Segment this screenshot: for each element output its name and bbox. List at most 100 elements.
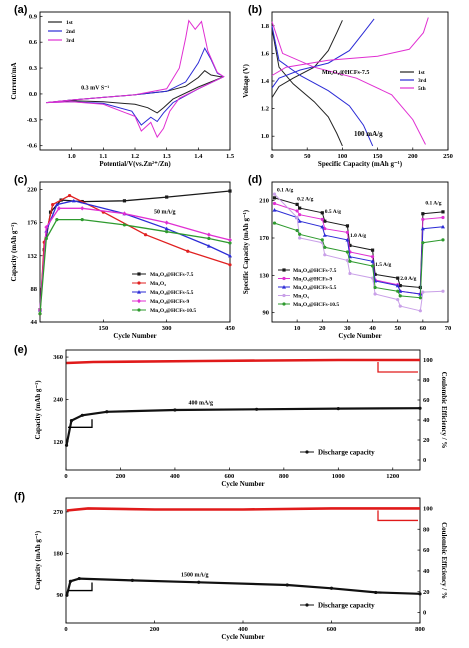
data-point-d (345, 230, 350, 234)
legend-label-b: 1st (418, 70, 425, 76)
data-point-d (272, 208, 277, 212)
data-point-c (206, 243, 211, 248)
data-point-d (396, 289, 400, 293)
x-tick-label-b: 50 (304, 153, 311, 160)
data-point-d (323, 227, 327, 231)
y-axis-label-e: Capacity (mAh g⁻¹) (34, 380, 42, 440)
data-point-c (228, 189, 232, 193)
data-point-f (374, 590, 378, 595)
y2-axis-label-e: Coulombic Efficiency / % (440, 372, 448, 449)
legend-label-b: 5th (418, 86, 426, 92)
scan-rate-label: 0.3 mV S⁻¹ (81, 86, 109, 92)
x-tick-label-d: 10 (294, 325, 301, 332)
legend-label-f: Discharge capacity (318, 602, 375, 610)
data-point-d (373, 292, 377, 296)
sample-label-b: Mn₂O₄@HCFs-7.5 (322, 70, 369, 76)
x-tick-label-b: 200 (408, 153, 418, 160)
ce-axis-pointer-e (377, 362, 418, 373)
data-point-d (298, 232, 302, 236)
y-tick-label-a: 0.9 (29, 13, 38, 20)
y2-tick-label-f: 0 (423, 610, 426, 617)
x-tick-label-a: 1.1 (99, 153, 107, 160)
y-tick-label-a: 0.6 (29, 39, 38, 46)
legend-label-d: Mn₂O₄@HCFs-5.5 (293, 285, 337, 291)
rate-label-d: 0.2 A/g (297, 197, 313, 203)
data-point-d (418, 296, 422, 300)
data-point-c (228, 241, 232, 245)
x-tick-label-e: 1000 (332, 473, 345, 480)
data-point-d (370, 248, 375, 252)
rate-series-d (274, 209, 444, 295)
y-tick-label-f: 270 (53, 509, 63, 516)
x-tick-label-a: 1.2 (131, 153, 139, 160)
data-point-d (298, 206, 302, 210)
x-tick-label-e: 0 (64, 473, 67, 480)
cv-curve-2nd (46, 47, 225, 126)
legend-marker-d (282, 285, 286, 289)
legend-label-d: Mn₂O₄@HCFs-7.5 (293, 268, 337, 274)
data-point-c (80, 206, 85, 211)
legend-marker-c (137, 298, 141, 304)
legend-marker-e (305, 450, 309, 454)
x-tick-label-f: 800 (415, 626, 425, 633)
data-point-d (323, 219, 327, 223)
plot-frame-d (271, 181, 449, 323)
data-point-c (164, 220, 169, 225)
y-axis-label-a: Current/mA (10, 62, 18, 99)
data-point-d (322, 233, 327, 237)
data-point-e (64, 443, 69, 447)
panel-tag-a: (a) (14, 4, 28, 16)
data-point-c (165, 230, 169, 234)
data-point-d (320, 224, 325, 229)
legend-label-d: Mn₂O₄@HCFs-9 (293, 277, 333, 283)
plot-frame-e (65, 349, 421, 471)
x-tick-label-e: 400 (170, 473, 180, 480)
data-point-d (398, 289, 403, 293)
x-tick-label-a: 1.0 (68, 153, 76, 160)
discharge-curve-1st (271, 28, 343, 147)
data-point-c (122, 199, 127, 203)
x-tick-label-e: 1200 (386, 473, 399, 480)
rate-label-d: 1.5 A/g (375, 262, 391, 268)
data-point-c (57, 206, 61, 211)
data-point-d (348, 271, 352, 276)
data-point-d (398, 294, 402, 298)
data-point-d (320, 211, 324, 215)
x-axis-label-e: Cycle Number (221, 480, 264, 488)
y-tick-label-e: 360 (53, 354, 63, 361)
legend-label-c: Mn₂O₄ (150, 281, 166, 287)
legend-label-d: Mn₂O₄ (293, 294, 309, 300)
data-point-c (44, 236, 48, 241)
capacity-series-c (39, 207, 231, 311)
y-axis-label-d: Specific Capacity (mAh g⁻¹) (242, 209, 250, 294)
data-point-e (105, 410, 109, 414)
data-point-d (348, 259, 352, 263)
data-point-f (77, 576, 81, 581)
y2-tick-label-e: 20 (423, 437, 430, 444)
data-point-c (51, 202, 55, 207)
data-point-c (186, 249, 190, 253)
data-point-d (421, 241, 425, 245)
legend-label-a: 3rd (66, 38, 74, 44)
data-point-f (130, 578, 134, 583)
data-point-e (173, 408, 177, 412)
legend-marker-c (137, 308, 141, 312)
y-tick-label-b: 1.2 (261, 106, 269, 113)
data-point-d (295, 209, 299, 213)
rate-label-d: 0.5 A/g (325, 209, 341, 215)
current-density-label-b: 100 mA/g (354, 130, 383, 138)
rate-series-d (274, 197, 444, 289)
data-point-d (320, 217, 324, 221)
data-point-d (421, 212, 425, 216)
y2-tick-label-e: 80 (423, 377, 430, 384)
data-point-c (143, 233, 148, 237)
data-point-d (272, 192, 277, 196)
data-point-d (370, 264, 375, 268)
charge-curve-1st (271, 20, 343, 98)
legend-label-d: Mn₂O₄@HCFs-10.5 (293, 302, 339, 308)
panel-tag-f: (f) (14, 491, 25, 503)
data-point-c (122, 211, 127, 216)
y-tick-label-b: 1.0 (261, 133, 269, 140)
x-tick-label-b: 150 (373, 153, 383, 160)
data-point-f (65, 593, 69, 597)
